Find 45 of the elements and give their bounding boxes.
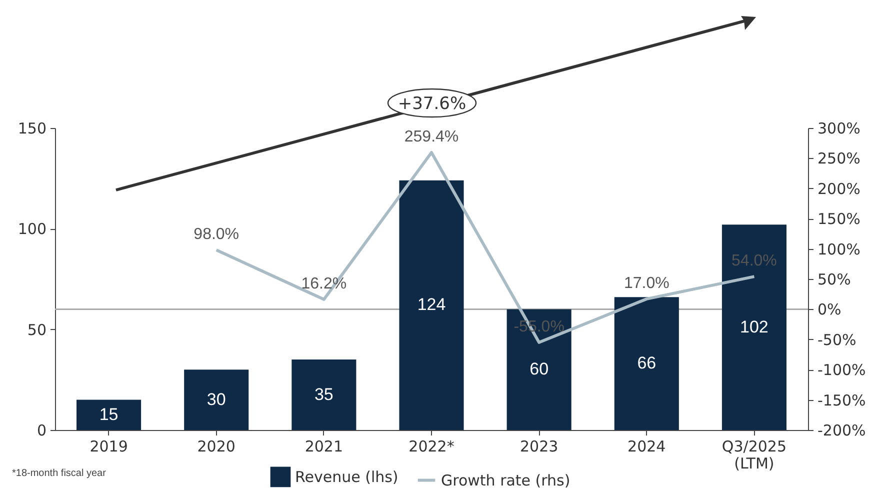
data-label: 259.4% <box>404 128 459 146</box>
data-label: 30 <box>206 390 226 409</box>
data-label: 124 <box>417 295 446 314</box>
bar <box>722 224 786 430</box>
x-tick-label: 2019 <box>90 438 128 456</box>
bar <box>76 400 142 430</box>
data-label: 16.2% <box>301 275 347 292</box>
bar <box>292 360 356 430</box>
y2-tick-label: -100% <box>818 361 866 380</box>
y2-tick-label: -200% <box>818 422 866 440</box>
x-tick-label: Q3/2025 (LTM) <box>722 438 787 472</box>
x-tick-label: 2022* <box>408 438 455 456</box>
y2-tick-label: 0% <box>818 300 842 319</box>
data-label: 102 <box>740 317 768 336</box>
legend-label: Growth rate (rhs) <box>441 471 570 489</box>
y2-tick-label: 50% <box>818 270 851 288</box>
data-label: 17.0% <box>624 274 670 292</box>
bar <box>614 297 679 430</box>
y-tick-label: 150 <box>18 120 46 138</box>
y2-tick-label: 250% <box>818 150 860 168</box>
data-label: 60 <box>530 360 549 379</box>
data-label: 66 <box>637 354 656 373</box>
y-tick-label: 0 <box>36 422 46 440</box>
data-label: 35 <box>314 384 334 404</box>
data-label: 98.0% <box>194 226 240 244</box>
bar <box>399 180 464 430</box>
text: *18-month fiscal year <box>12 468 106 479</box>
y-tick-label: 50 <box>27 320 46 339</box>
y2-tick-label: -150% <box>818 391 866 410</box>
y2-tick-label: -50% <box>818 330 856 349</box>
bar <box>184 370 249 430</box>
y2-tick-label: 100% <box>818 240 860 258</box>
data-label: 54.0% <box>732 252 777 270</box>
bar <box>506 309 572 430</box>
x-tick-label: 2023 <box>520 438 558 456</box>
y-tick-label: 100 <box>18 220 46 238</box>
y2-tick-label: 150% <box>818 210 860 228</box>
x-tick-label: 2024 <box>628 438 666 456</box>
y2-tick-label: 300% <box>818 120 860 138</box>
y2-tick-label: 200% <box>818 180 860 198</box>
data-label: 15 <box>99 404 118 424</box>
x-tick-label: 2021 <box>304 438 344 456</box>
text: +37.6% <box>398 94 466 114</box>
x-tick-label: 2020 <box>197 438 236 456</box>
legend-label: Revenue (lhs) <box>295 468 398 486</box>
